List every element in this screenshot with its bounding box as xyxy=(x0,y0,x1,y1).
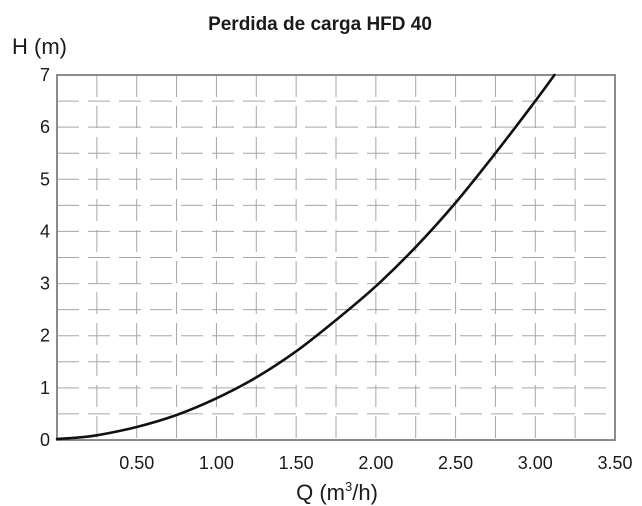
y-tick-label: 4 xyxy=(40,221,50,241)
x-axis-label-main: Q (m xyxy=(296,480,345,505)
grid-lines xyxy=(57,75,615,440)
x-tick-label: 0.50 xyxy=(119,453,154,473)
x-axis-label: Q (m3/h) xyxy=(296,479,378,505)
y-tick-label: 6 xyxy=(40,117,50,137)
x-tick-label: 2.50 xyxy=(438,453,473,473)
y-tick-label: 1 xyxy=(40,378,50,398)
y-axis-label: H (m) xyxy=(12,34,67,59)
x-tick-label: 3.00 xyxy=(518,453,553,473)
y-tick-label: 5 xyxy=(40,169,50,189)
x-tick-label: 1.00 xyxy=(199,453,234,473)
tick-labels: 0.50 1.00 1.50 2.00 2.50 3.00 3.50 0 1 2 3 4 5 6 7 xyxy=(40,65,633,473)
y-tick-label: 0 xyxy=(40,430,50,450)
y-tick-label: 2 xyxy=(40,326,50,346)
series-layer xyxy=(55,73,556,441)
x-tick-label: 2.00 xyxy=(358,453,393,473)
x-tick-label: 1.50 xyxy=(279,453,314,473)
x-axis-label-unit: /h) xyxy=(352,480,378,505)
series-line xyxy=(55,73,556,441)
y-tick-label: 7 xyxy=(40,65,50,85)
x-tick-label: 3.50 xyxy=(597,453,632,473)
plot-frame xyxy=(56,74,616,441)
chart-title: Perdida de carga HFD 40 xyxy=(208,14,432,35)
y-tick-label: 3 xyxy=(40,274,50,294)
x-axis-label-superscript: 3 xyxy=(345,479,352,494)
